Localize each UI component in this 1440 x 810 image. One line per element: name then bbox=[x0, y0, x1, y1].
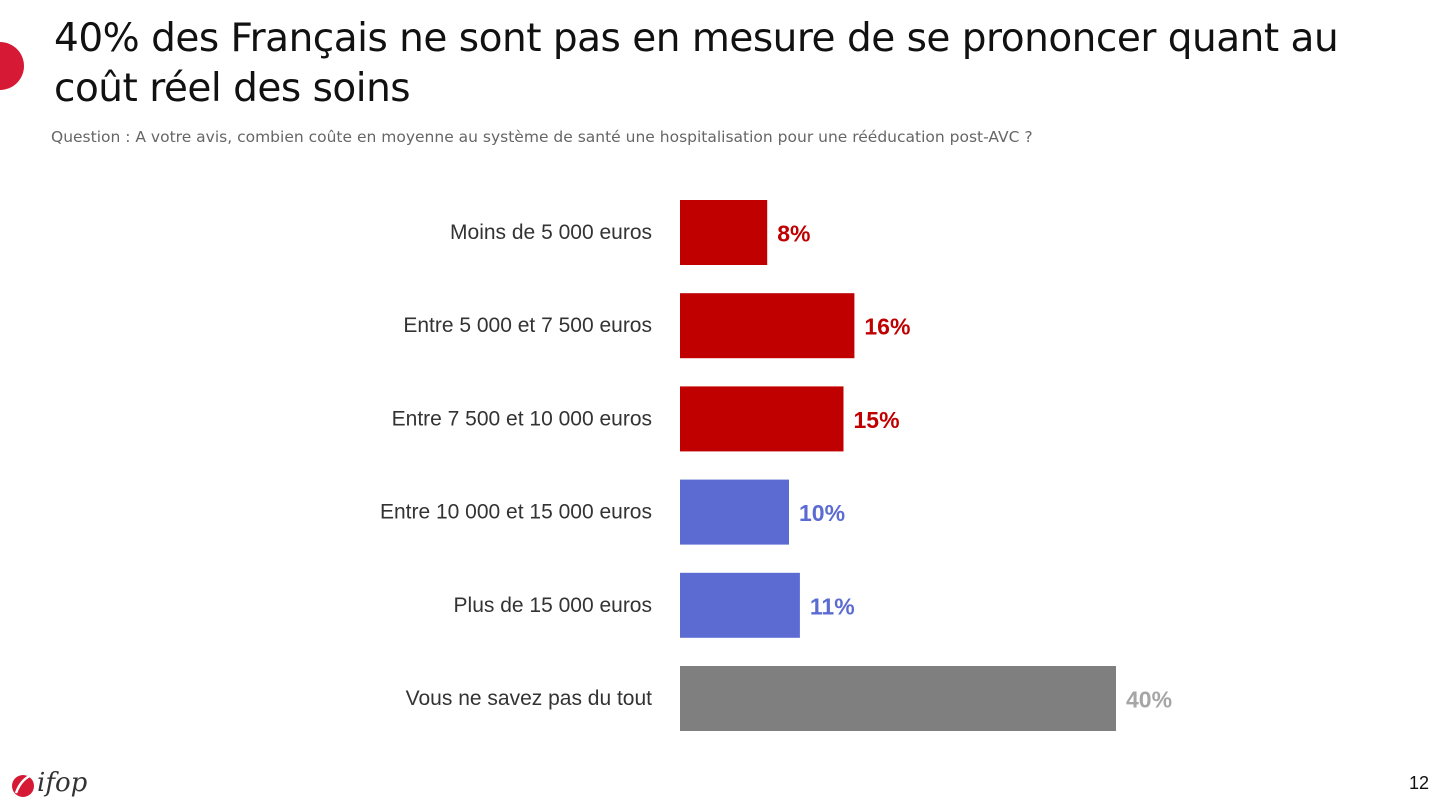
category-label-0: Moins de 5 000 euros bbox=[450, 221, 652, 244]
bar-0 bbox=[680, 200, 768, 265]
bar-1 bbox=[680, 293, 855, 359]
value-label-1: 16% bbox=[864, 314, 910, 340]
ifop-logo-icon: ifop bbox=[12, 768, 88, 798]
category-label-1: Entre 5 000 et 7 500 euros bbox=[403, 314, 652, 337]
value-label-4: 11% bbox=[810, 593, 855, 619]
value-label-2: 15% bbox=[854, 407, 900, 433]
category-label-2: Entre 7 500 et 10 000 euros bbox=[392, 407, 652, 430]
category-label-3: Entre 10 000 et 15 000 euros bbox=[380, 501, 652, 524]
category-label-4: Plus de 15 000 euros bbox=[454, 594, 652, 617]
slide-title: 40% des Français ne sont pas en mesure d… bbox=[54, 16, 1339, 111]
bar-3 bbox=[680, 479, 789, 545]
bar-4 bbox=[680, 572, 800, 638]
bar-2 bbox=[680, 386, 844, 452]
value-label-5: 40% bbox=[1126, 687, 1172, 713]
value-label-0: 8% bbox=[777, 221, 810, 247]
category-label-5: Vous ne savez pas du tout bbox=[406, 687, 653, 710]
value-label-3: 10% bbox=[799, 500, 845, 526]
bar-5 bbox=[680, 666, 1116, 731]
logo-text: ifop bbox=[37, 768, 88, 798]
slide-subtitle: Question : A votre avis, combien coûte e… bbox=[51, 128, 1033, 146]
page-number: 12 bbox=[1408, 773, 1429, 793]
bar-chart: Moins de 5 000 euros 8% Entre 5 000 et 7 5… bbox=[380, 200, 1172, 731]
